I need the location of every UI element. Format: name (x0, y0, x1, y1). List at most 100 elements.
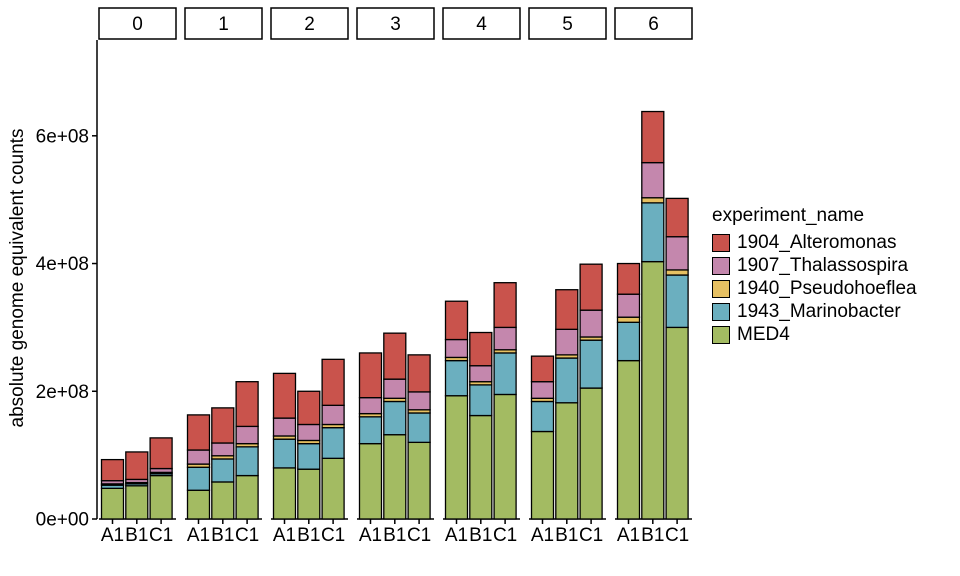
bar-segment-facet-5-b1-1943-marinobacter (555, 357, 579, 404)
bar-segment-facet-5-b1-1904-alteromonas (555, 289, 579, 330)
bar-segment-facet-2-a1-1904-alteromonas (272, 372, 297, 419)
y-tick-label: 0e+00 (36, 510, 89, 531)
bar-segment-facet-2-a1-med4 (272, 467, 297, 520)
bar-segment-facet-6-a1-1940-pseudohoeflea (616, 316, 641, 323)
x-tick-label-facet-1-b1: B1 (211, 525, 234, 546)
x-tick-label-facet-4-c1: C1 (493, 525, 517, 546)
bar-segment-facet-1-b1-1904-alteromonas (211, 407, 235, 444)
x-tick-label-facet-1-a1: A1 (187, 525, 210, 546)
bar-segment-facet-1-b1-med4 (211, 481, 235, 520)
bar-segment-facet-3-c1-1907-thalassospira (407, 391, 431, 411)
bar-segment-facet-6-b1-med4 (641, 260, 665, 520)
bar-segment-facet-6-c1-med4 (665, 326, 689, 520)
bar-segment-facet-2-b1-1943-marinobacter (297, 442, 321, 470)
bar-segment-facet-3-b1-med4 (383, 434, 407, 520)
bar-segment-facet-0-c1-1904-alteromonas (149, 437, 173, 470)
bar-segment-facet-4-a1-med4 (444, 395, 469, 520)
x-tick-label-facet-3-a1: A1 (359, 525, 382, 546)
legend: experiment_name 1904_Alteromonas 1907_Th… (712, 205, 917, 347)
bar-segment-facet-1-a1-1907-thalassospira (186, 449, 211, 465)
bar-segment-facet-2-a1-1943-marinobacter (272, 438, 297, 469)
bar-segment-facet-3-c1-med4 (407, 441, 431, 520)
bar-segment-facet-5-c1-1907-thalassospira (579, 309, 603, 338)
bar-segment-facet-0-a1-1904-alteromonas (100, 458, 125, 482)
bar-segment-facet-1-c1-1907-thalassospira (235, 425, 259, 445)
x-tick-label-facet-4-a1: A1 (445, 525, 468, 546)
bar-segment-facet-2-c1-1943-marinobacter (321, 427, 345, 459)
bar-segment-facet-6-c1-1943-marinobacter (665, 274, 689, 329)
legend-label-1907-thalassospira: 1907_Thalassospira (737, 254, 909, 276)
legend-item-1904-alteromonas: 1904_Alteromonas (712, 231, 917, 254)
bar-segment-facet-3-b1-1943-marinobacter (383, 400, 407, 436)
bar-segment-facet-2-b1-med4 (297, 468, 321, 520)
bar-segment-facet-2-c1-1907-thalassospira (321, 404, 345, 426)
bar-segment-facet-2-b1-1907-thalassospira (297, 423, 321, 442)
facet-strip-4 (442, 7, 521, 40)
facet-strip-label-5: 5 (562, 14, 573, 35)
legend-title: experiment_name (712, 205, 865, 226)
facet-strip-label-3: 3 (390, 14, 401, 35)
x-tick-label-facet-2-b1: B1 (297, 525, 320, 546)
x-tick-label-facet-6-c1: C1 (665, 525, 689, 546)
bar-segment-facet-5-a1-1904-alteromonas (530, 355, 555, 383)
x-tick-label-facet-3-c1: C1 (407, 525, 431, 546)
x-tick-label-facet-2-c1: C1 (321, 525, 345, 546)
legend-swatch-1940-pseudohoeflea (712, 279, 730, 298)
bar-segment-facet-5-b1-med4 (555, 402, 579, 520)
bar-segment-facet-3-a1-1907-thalassospira (358, 397, 383, 415)
bar-segment-facet-4-b1-1943-marinobacter (469, 384, 493, 417)
bar-segment-facet-0-a1-med4 (100, 487, 125, 520)
bar-segment-facet-3-b1-1907-thalassospira (383, 378, 407, 399)
bar-segment-facet-6-a1-1907-thalassospira (616, 293, 641, 318)
y-axis-label: absolute genome equivalent counts (6, 0, 30, 520)
legend-label-med4: MED4 (737, 324, 790, 346)
bar-segment-facet-2-a1-1907-thalassospira (272, 417, 297, 437)
legend-item-1907-thalassospira: 1907_Thalassospira (712, 254, 917, 277)
bar-segment-facet-5-a1-1907-thalassospira (530, 381, 555, 399)
x-tick-label-facet-5-a1: A1 (531, 525, 554, 546)
bar-segment-facet-4-c1-med4 (493, 393, 517, 520)
x-tick-label-facet-6-a1: A1 (617, 525, 640, 546)
facet-strip-label-2: 2 (304, 14, 315, 35)
bar-segment-facet-4-a1-1943-marinobacter (444, 359, 469, 397)
legend-label-1943-marinobacter: 1943_Marinobacter (737, 301, 901, 323)
bar-segment-facet-1-a1-1943-marinobacter (186, 466, 211, 491)
bar-segment-facet-6-a1-1943-marinobacter (616, 321, 641, 362)
facet-strip-1 (184, 7, 263, 40)
legend-item-1940-pseudohoeflea: 1940_Pseudohoeflea (712, 277, 917, 300)
legend-label-1940-pseudohoeflea: 1940_Pseudohoeflea (737, 277, 917, 299)
bar-segment-facet-3-c1-1904-alteromonas (407, 354, 431, 393)
bar-segment-facet-1-a1-1904-alteromonas (186, 414, 211, 451)
bar-segment-facet-2-b1-1904-alteromonas (297, 390, 321, 426)
facet-strip-5 (528, 7, 607, 40)
bar-segment-facet-5-a1-1943-marinobacter (530, 400, 555, 433)
bar-segment-facet-4-a1-1904-alteromonas (444, 300, 469, 341)
facet-strip-2 (270, 7, 349, 40)
bar-segment-facet-1-a1-med4 (186, 489, 211, 520)
facet-strip-0 (98, 7, 177, 40)
x-tick-label-facet-5-c1: C1 (579, 525, 603, 546)
bar-segment-facet-6-a1-med4 (616, 359, 641, 520)
facet-strip-label-0: 0 (132, 14, 143, 35)
bar-segment-facet-5-c1-med4 (579, 387, 603, 520)
x-tick-label-facet-2-a1: A1 (273, 525, 296, 546)
legend-swatch-1943-marinobacter (712, 303, 730, 322)
bar-segment-facet-3-a1-1943-marinobacter (358, 416, 383, 445)
legend-swatch-1904-alteromonas (712, 233, 730, 252)
bar-segment-facet-1-c1-med4 (235, 474, 259, 520)
bar-segment-facet-3-b1-1904-alteromonas (383, 332, 407, 380)
x-tick-label-facet-1-c1: C1 (235, 525, 259, 546)
bar-segment-facet-1-c1-1943-marinobacter (235, 446, 259, 477)
y-tick-label: 4e+08 (36, 254, 89, 275)
bar-segment-facet-6-b1-1940-pseudohoeflea (641, 197, 665, 204)
bar-segment-facet-4-c1-1904-alteromonas (493, 282, 517, 329)
bar-segment-facet-6-c1-1904-alteromonas (665, 197, 689, 238)
facet-strip-6 (614, 7, 693, 40)
facet-strip-label-1: 1 (218, 14, 229, 35)
y-tick-label: 2e+08 (36, 382, 89, 403)
y-axis-label-text: absolute genome equivalent counts (7, 128, 28, 428)
bar-segment-facet-3-c1-1943-marinobacter (407, 412, 431, 444)
y-tick-label: 6e+08 (36, 126, 89, 147)
bar-segment-facet-6-a1-1904-alteromonas (616, 262, 641, 295)
